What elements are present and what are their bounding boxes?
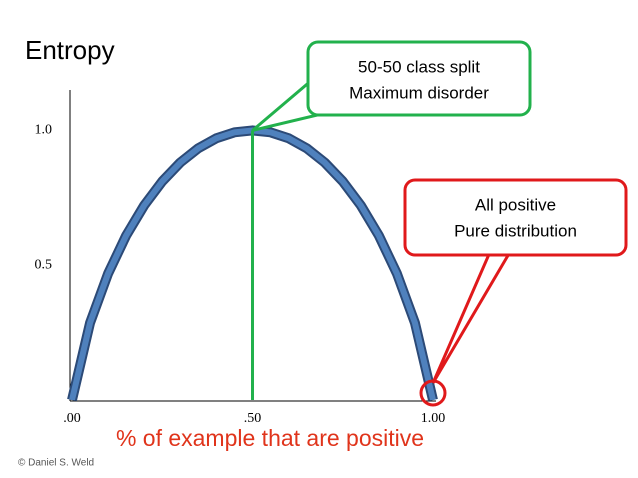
x-tick-label: .00 bbox=[63, 411, 81, 426]
callout-box bbox=[306, 40, 532, 117]
x-tick-label: .50 bbox=[244, 411, 262, 426]
callout-text: All positive bbox=[475, 195, 556, 214]
callout-pointer bbox=[431, 250, 513, 384]
credit: © Daniel S. Weld bbox=[18, 458, 94, 469]
x-tick-label: 1.00 bbox=[421, 411, 446, 426]
callout-text: Pure distribution bbox=[454, 221, 577, 240]
x-axis-label: % of example that are positive bbox=[116, 425, 424, 451]
callout-box bbox=[403, 178, 628, 257]
y-tick-label: 1.0 bbox=[35, 123, 53, 138]
callout-text: 50-50 class split bbox=[358, 57, 480, 76]
chart-title: Entropy bbox=[25, 35, 115, 65]
callout-text: Maximum disorder bbox=[349, 83, 489, 102]
y-tick-label: 0.5 bbox=[35, 257, 53, 272]
